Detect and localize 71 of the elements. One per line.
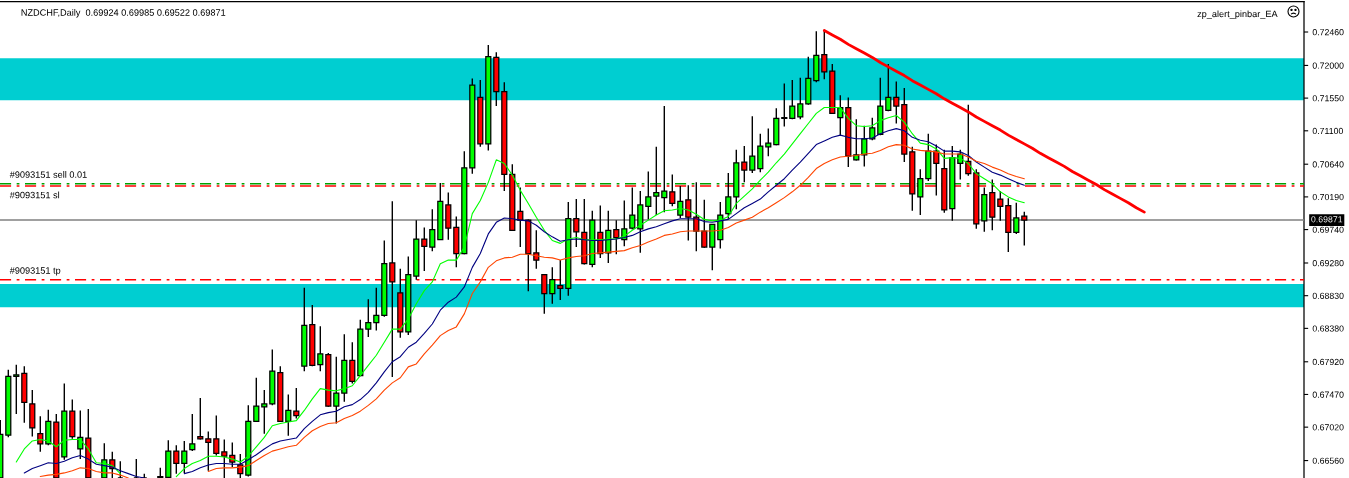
candlestick — [429, 208, 436, 253]
candlestick — [533, 229, 540, 270]
candlestick — [917, 168, 924, 216]
candlestick — [541, 273, 548, 315]
candlestick — [421, 226, 428, 272]
y-tick-label: 0.71550 — [1312, 95, 1344, 102]
candlestick — [725, 172, 732, 220]
y-tick-label: 0.68380 — [1312, 325, 1344, 332]
candlestick — [653, 146, 660, 216]
y-tick-label: 0.69740 — [1312, 226, 1344, 233]
candlestick — [781, 82, 788, 128]
y-tick-label: 0.72000 — [1312, 62, 1344, 69]
y-tick-label: 0.68830 — [1312, 292, 1344, 299]
candlestick — [221, 438, 228, 478]
candlestick — [789, 79, 796, 120]
ref-line-label: #9093151 sl — [9, 191, 60, 199]
candlestick — [285, 393, 292, 437]
candlestick — [669, 173, 676, 208]
text: NZDCHF,Daily 0.69924 0.69985 0.69522 0.69871 — [21, 9, 226, 18]
candlestick — [1013, 202, 1020, 235]
y-tick-label: 0.71100 — [1312, 127, 1343, 135]
candlestick — [349, 341, 356, 385]
candlestick — [757, 133, 764, 173]
candlestick — [181, 440, 188, 474]
candlestick — [13, 363, 20, 415]
candlestick — [261, 389, 268, 435]
candlestick — [189, 413, 196, 452]
y-tick-label: 0.69280 — [1312, 260, 1344, 267]
candlestick — [173, 444, 180, 475]
y-tick-label: 0.72460 — [1312, 29, 1344, 36]
candlestick — [685, 184, 692, 242]
candlestick — [885, 63, 892, 112]
y-tick-label: 0.67470 — [1312, 391, 1344, 398]
candlestick — [253, 377, 260, 423]
ref-line-label: 0.69871 — [1311, 216, 1343, 223]
annotation: zp_alert_pinbar_EA — [1197, 10, 1278, 19]
candlestick — [893, 80, 900, 125]
y-tick-label: 0.70640 — [1312, 161, 1344, 168]
candlestick — [645, 170, 652, 221]
candlestick — [997, 190, 1004, 222]
candlestick — [549, 266, 556, 305]
candlestick — [213, 414, 220, 457]
candlestick — [613, 219, 620, 255]
y-tick-label: 0.67020 — [1312, 424, 1344, 431]
candlestick — [197, 397, 204, 441]
candlestick — [333, 356, 340, 425]
y-tick-label: 0.66560 — [1312, 457, 1344, 464]
candlestick — [365, 298, 372, 338]
candlestick — [389, 200, 396, 378]
candlestick — [637, 190, 644, 254]
candlestick — [37, 415, 44, 453]
candlestick — [317, 325, 324, 372]
candlestick — [573, 198, 580, 248]
candlestick — [709, 223, 716, 271]
candlestick — [741, 145, 748, 184]
candlestick — [29, 389, 36, 438]
candlestick — [797, 77, 804, 120]
candlestick — [701, 199, 708, 249]
candlestick — [765, 127, 772, 157]
candlestick — [293, 387, 300, 420]
ref-line-label: #9093151 tp — [9, 267, 61, 276]
candlestick — [749, 115, 756, 174]
candlestick — [205, 430, 212, 472]
ref-line-label: #9093151 sell 0.01 — [9, 171, 87, 178]
candlestick — [1021, 211, 1028, 247]
y-tick-label: 0.70190 — [1312, 193, 1344, 201]
candlestick — [445, 191, 452, 241]
candlestick — [373, 286, 380, 332]
candlestick — [629, 186, 636, 231]
candlestick — [45, 409, 52, 447]
y-tick-label: 0.67920 — [1312, 358, 1344, 366]
